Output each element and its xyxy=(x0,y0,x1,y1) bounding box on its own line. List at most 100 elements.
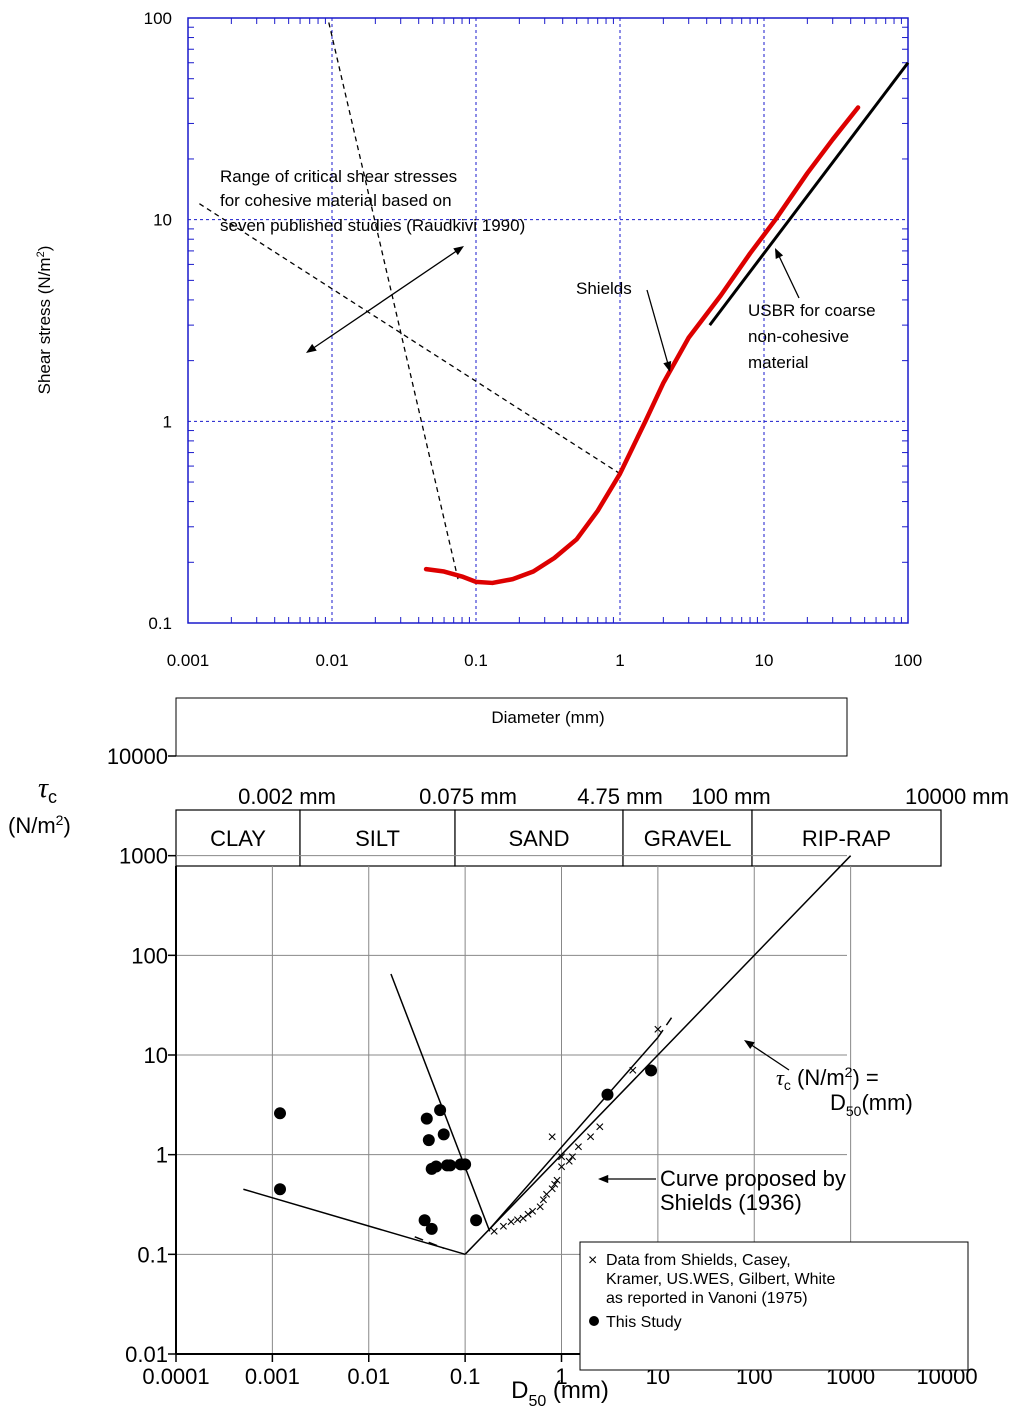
shields-arrow-head xyxy=(598,1174,609,1184)
x-marker: × xyxy=(568,1149,577,1166)
x-axis-title: D50 (mm) xyxy=(511,1377,609,1410)
x-tick-label: 0.1 xyxy=(450,1364,481,1389)
x-marker: × xyxy=(557,1149,566,1166)
x-tick-label: 1 xyxy=(555,1364,567,1389)
y-axis-title: Shear stress (N/m2) xyxy=(35,246,54,395)
boundary-label: 0.002 mm xyxy=(238,784,336,809)
x-marker: × xyxy=(552,1173,561,1190)
x-marker: × xyxy=(628,1062,637,1079)
critical-shear-chart: CLAY SILT SAND GRAVEL RIP-RAP 0.002 mm 0.075 m… xyxy=(8,697,1009,1410)
y-tick-label: 10000 xyxy=(107,744,168,769)
shields-curve xyxy=(423,105,861,586)
data-points: × ×××××××××××××××××××××× xyxy=(274,1022,663,1240)
cohesive-steep-line xyxy=(390,973,491,1232)
shields-upper-dash xyxy=(657,1016,673,1038)
x-tick-label: 0.001 xyxy=(245,1364,300,1389)
x-marker: × xyxy=(539,1192,548,1209)
y-tick-label: 10 xyxy=(153,211,172,230)
dot-marker xyxy=(422,1134,435,1147)
dot-marker xyxy=(459,1158,472,1171)
x-marker: × xyxy=(528,1203,537,1220)
x-marker: × xyxy=(574,1139,583,1156)
legend-x-entry-line-2: Kramer, US.WES, Gilbert, White xyxy=(606,1271,835,1288)
x-marker: × xyxy=(547,1129,556,1146)
minor-ticks xyxy=(188,18,908,623)
legend-x-symbol: × xyxy=(588,1252,597,1269)
x-marker: × xyxy=(518,1210,527,1227)
dot-marker xyxy=(430,1160,443,1173)
range-arrow-line xyxy=(311,249,459,350)
y-tick-label: 100 xyxy=(144,9,172,28)
legend-x-entry-line-3: as reported in Vanoni (1975) xyxy=(606,1290,808,1307)
annotation-arrows xyxy=(598,1040,790,1184)
x-tick-label: 0.01 xyxy=(315,651,348,670)
dot-marker xyxy=(420,1112,433,1125)
legend-dot-entry: This Study xyxy=(606,1314,682,1331)
legend-dot-marker xyxy=(589,1316,599,1326)
range-arrow-head xyxy=(453,246,464,256)
y-tick-label: 1 xyxy=(163,412,172,431)
y-tick-label: 100 xyxy=(131,943,168,968)
shear-stress-chart: 0.001 0.01 0.1 1 10 100 0.1 1 10 100 Diameter (m… xyxy=(35,9,922,727)
shields-arrow-line xyxy=(646,289,669,365)
tau-arrow-line xyxy=(749,1043,790,1071)
y-tick-label: 0.1 xyxy=(148,614,172,633)
x-tick-label: 10 xyxy=(755,651,774,670)
shields-lower-line xyxy=(464,855,852,1255)
size-class-cell xyxy=(299,809,456,867)
x-tick-label: 100 xyxy=(894,651,922,670)
size-class-label: GRAVEL xyxy=(644,826,732,851)
x-marker: × xyxy=(535,1199,544,1216)
tau-arrow-head xyxy=(744,1040,755,1050)
dot-marker xyxy=(425,1222,438,1235)
x-marker: × xyxy=(506,1214,515,1231)
shields-curve-label-2: Shields (1936) xyxy=(660,1190,802,1215)
x-tick-label: 0.01 xyxy=(347,1364,390,1389)
y-tick-label: 0.1 xyxy=(137,1242,168,1267)
x-marker: × xyxy=(513,1212,522,1229)
x-marker: × xyxy=(550,1177,559,1194)
series xyxy=(199,22,910,586)
plot-frame xyxy=(187,17,909,624)
usbr-annotation-line-2: non-cohesive xyxy=(748,327,849,346)
boundary-label: 100 mm xyxy=(691,784,770,809)
size-class-label: SAND xyxy=(508,826,569,851)
legend-x-entry-line-1: Data from Shields, Casey, xyxy=(606,1252,791,1269)
x-tick-label: 1 xyxy=(615,651,624,670)
usbr-annotation-line-1: USBR for coarse xyxy=(748,301,876,320)
tau-equation-line-1: τc (N/m2) = xyxy=(776,1064,879,1093)
dot-marker xyxy=(274,1107,287,1120)
x-axis-title: Diameter (mm) xyxy=(491,708,604,727)
dot-marker xyxy=(274,1183,287,1196)
y-axis-symbol: τc xyxy=(38,773,57,807)
range-arrow-head xyxy=(306,343,317,353)
cohesive-range-line xyxy=(199,203,621,475)
x-marker: × xyxy=(595,1119,604,1136)
boundary-label: 10000 mm xyxy=(905,784,1009,809)
x-tick-label: 0.001 xyxy=(167,651,210,670)
x-marker: × xyxy=(557,1159,566,1176)
range-annotation-line-3: seven published studies (Raudkivi 1990) xyxy=(220,216,525,235)
shields-upper-line xyxy=(489,1036,659,1230)
x-marker: × xyxy=(542,1186,551,1203)
x-tick-label: 0.1 xyxy=(464,651,488,670)
size-class-label: CLAY xyxy=(210,826,266,851)
boundary-label: 0.075 mm xyxy=(419,784,517,809)
size-class-cell xyxy=(454,809,624,867)
dot-marker xyxy=(444,1159,457,1172)
dot-marker xyxy=(434,1104,447,1117)
x-marker: × xyxy=(586,1129,595,1146)
shields-curve-label-1: Curve proposed by xyxy=(660,1166,846,1191)
y-tick-label: 10 xyxy=(144,1043,168,1068)
boundary-label: 4.75 mm xyxy=(577,784,663,809)
size-class-label: RIP-RAP xyxy=(802,826,891,851)
usbr-annotation-line-3: material xyxy=(748,353,808,372)
usbr-arrow-head xyxy=(775,248,784,259)
size-class-cell xyxy=(751,809,942,867)
annotation-arrows xyxy=(306,246,800,372)
x-marker: × xyxy=(564,1154,573,1171)
size-class-header: CLAY SILT SAND GRAVEL RIP-RAP 0.002 mm 0.075 m… xyxy=(175,784,1009,867)
dot-marker xyxy=(470,1214,483,1227)
cohesive-range-line xyxy=(328,22,459,580)
